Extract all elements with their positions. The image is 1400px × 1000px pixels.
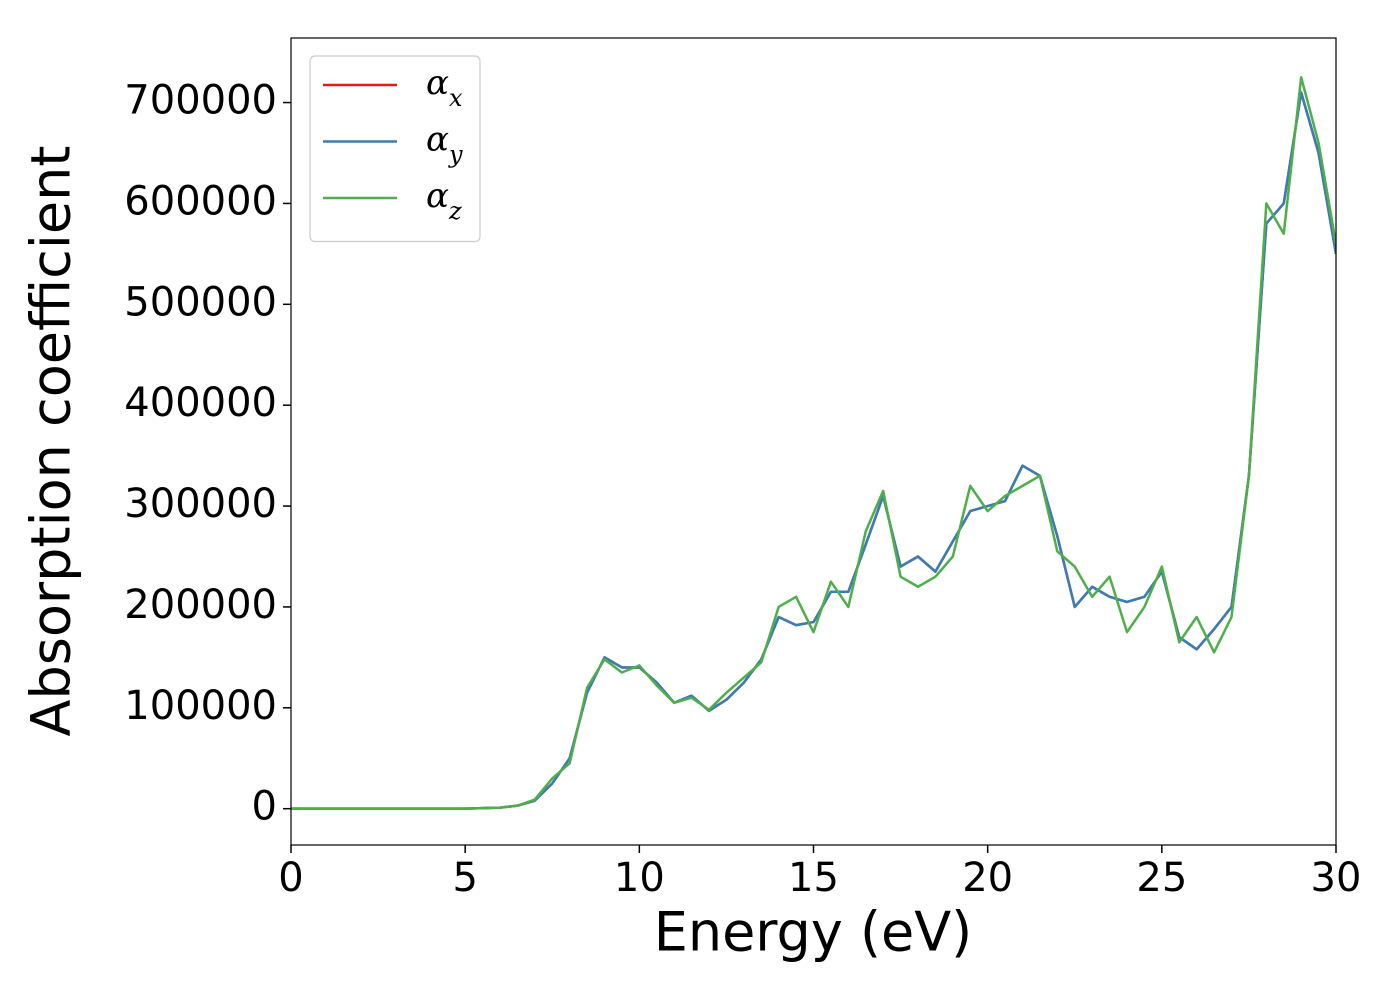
y-tick-label: 300000 <box>124 481 277 527</box>
legend-label: αz <box>426 176 462 225</box>
y-tick-label: 400000 <box>124 380 277 426</box>
y-axis-label: Absorption coefficient <box>20 146 83 737</box>
x-axis-label: Energy (eV) <box>654 901 973 964</box>
x-tick-label: 25 <box>1136 855 1187 901</box>
x-tick-label: 5 <box>452 855 477 901</box>
y-tick-label: 100000 <box>124 683 277 729</box>
y-tick-label: 200000 <box>124 582 277 628</box>
y-tick-label: 700000 <box>124 78 277 124</box>
x-tick-label: 20 <box>962 855 1013 901</box>
x-tick-label: 30 <box>1311 855 1362 901</box>
y-tick-label: 500000 <box>124 279 277 325</box>
plot-frame <box>290 37 1337 846</box>
legend-label: αx <box>426 63 463 112</box>
legend-box <box>309 55 481 243</box>
y-tick-label: 0 <box>252 784 277 830</box>
legend-label: αy <box>426 120 463 169</box>
x-tick-label: 10 <box>614 855 665 901</box>
series-line <box>291 76 1336 810</box>
x-tick-label: 0 <box>278 855 303 901</box>
y-tick-label: 600000 <box>124 178 277 224</box>
x-tick-label: 15 <box>788 855 839 901</box>
